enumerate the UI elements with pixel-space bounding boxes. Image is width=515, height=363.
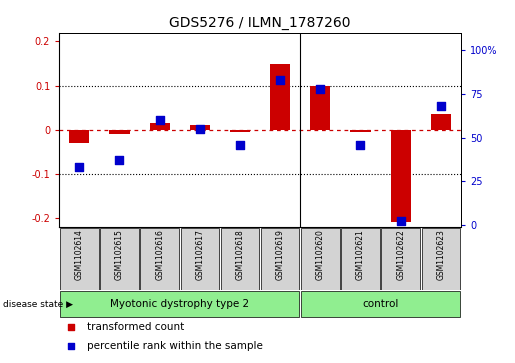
Bar xyxy=(390,130,410,223)
Title: GDS5276 / ILMN_1787260: GDS5276 / ILMN_1787260 xyxy=(169,16,351,30)
Point xyxy=(236,142,244,147)
Bar xyxy=(382,228,420,290)
Bar xyxy=(141,228,179,290)
Text: GSM1102622: GSM1102622 xyxy=(396,229,405,280)
Bar xyxy=(181,228,219,290)
Text: GSM1102614: GSM1102614 xyxy=(75,229,84,280)
Bar xyxy=(301,291,460,317)
Text: control: control xyxy=(363,299,399,309)
Bar xyxy=(190,125,210,130)
Bar xyxy=(109,130,129,134)
Bar xyxy=(261,228,299,290)
Bar xyxy=(149,123,169,130)
Point xyxy=(397,219,405,224)
Bar xyxy=(310,86,330,130)
Text: GSM1102616: GSM1102616 xyxy=(155,229,164,280)
Text: Myotonic dystrophy type 2: Myotonic dystrophy type 2 xyxy=(110,299,249,309)
Text: GSM1102618: GSM1102618 xyxy=(235,229,245,280)
Text: GSM1102621: GSM1102621 xyxy=(356,229,365,280)
Text: transformed count: transformed count xyxy=(88,322,184,332)
Text: disease state ▶: disease state ▶ xyxy=(3,299,73,309)
Bar xyxy=(350,130,370,132)
Point xyxy=(356,142,365,147)
Bar xyxy=(100,228,139,290)
Point xyxy=(67,343,75,348)
Bar xyxy=(60,228,98,290)
Bar xyxy=(422,228,460,290)
Bar xyxy=(301,228,339,290)
Point xyxy=(316,86,324,91)
Point xyxy=(437,103,445,109)
Point xyxy=(115,158,124,163)
Bar xyxy=(431,114,451,130)
Bar xyxy=(230,130,250,132)
Text: GSM1102623: GSM1102623 xyxy=(436,229,445,280)
Text: GSM1102615: GSM1102615 xyxy=(115,229,124,280)
Point xyxy=(75,164,83,170)
Point xyxy=(196,126,204,132)
Bar xyxy=(69,130,89,143)
Bar xyxy=(221,228,259,290)
Point xyxy=(67,324,75,330)
Point xyxy=(156,117,164,123)
Text: GSM1102617: GSM1102617 xyxy=(195,229,204,280)
Text: GSM1102619: GSM1102619 xyxy=(276,229,285,280)
Text: GSM1102620: GSM1102620 xyxy=(316,229,325,280)
Text: percentile rank within the sample: percentile rank within the sample xyxy=(88,340,263,351)
Point xyxy=(276,77,284,83)
Bar xyxy=(60,291,299,317)
Bar xyxy=(341,228,380,290)
Bar xyxy=(270,64,290,130)
